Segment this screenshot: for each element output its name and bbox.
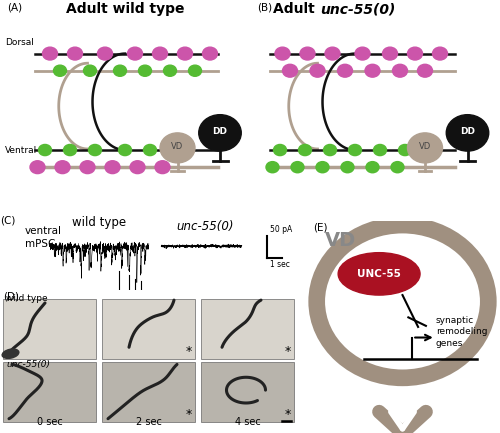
Circle shape	[366, 162, 379, 173]
FancyBboxPatch shape	[3, 299, 96, 359]
FancyBboxPatch shape	[102, 362, 195, 422]
Circle shape	[155, 161, 170, 174]
Circle shape	[446, 115, 489, 151]
Text: (A): (A)	[8, 2, 22, 12]
Circle shape	[374, 145, 386, 155]
Text: synaptic
remodeling
genes: synaptic remodeling genes	[436, 316, 487, 348]
Circle shape	[68, 47, 82, 60]
Circle shape	[348, 145, 362, 155]
Text: wild type: wild type	[72, 216, 126, 229]
Ellipse shape	[316, 225, 488, 378]
Ellipse shape	[338, 253, 420, 295]
Text: 4 sec: 4 sec	[234, 417, 260, 427]
Circle shape	[160, 133, 195, 163]
Circle shape	[382, 47, 398, 60]
Circle shape	[432, 47, 448, 60]
Circle shape	[202, 47, 218, 60]
Text: VD: VD	[324, 232, 356, 250]
Text: DD: DD	[460, 127, 475, 136]
Ellipse shape	[330, 238, 476, 365]
Text: *: *	[186, 345, 192, 358]
Text: *: *	[285, 408, 291, 421]
Text: Adult wild type: Adult wild type	[66, 2, 184, 16]
Text: *: *	[285, 345, 291, 358]
Circle shape	[199, 115, 241, 151]
Text: wild type: wild type	[6, 294, 48, 304]
Circle shape	[188, 65, 202, 76]
Circle shape	[178, 47, 192, 60]
Circle shape	[114, 65, 126, 76]
FancyBboxPatch shape	[3, 362, 96, 422]
Circle shape	[282, 64, 298, 77]
Circle shape	[325, 47, 340, 60]
Text: unc-55(0): unc-55(0)	[6, 360, 50, 369]
Text: *: *	[186, 408, 192, 421]
Text: ventral
mPSC: ventral mPSC	[25, 226, 62, 249]
Circle shape	[54, 65, 66, 76]
Text: UNC-55: UNC-55	[357, 269, 401, 279]
Circle shape	[144, 145, 156, 155]
Text: Ventral: Ventral	[5, 145, 37, 155]
Text: VD: VD	[419, 142, 431, 151]
Circle shape	[310, 64, 325, 77]
Circle shape	[274, 145, 286, 155]
Circle shape	[408, 133, 442, 163]
FancyBboxPatch shape	[201, 362, 294, 422]
Circle shape	[298, 145, 312, 155]
Circle shape	[84, 65, 96, 76]
Ellipse shape	[2, 349, 19, 359]
Circle shape	[266, 162, 279, 173]
Text: 1 sec: 1 sec	[270, 260, 289, 269]
Text: unc-55(0): unc-55(0)	[176, 220, 234, 233]
Circle shape	[300, 47, 315, 60]
Circle shape	[316, 162, 329, 173]
Circle shape	[341, 162, 354, 173]
Text: (E): (E)	[313, 223, 328, 233]
Circle shape	[118, 145, 132, 155]
Circle shape	[152, 47, 168, 60]
Text: Dorsal: Dorsal	[5, 39, 34, 47]
FancyBboxPatch shape	[201, 299, 294, 359]
Text: (B): (B)	[258, 2, 272, 12]
Circle shape	[88, 145, 102, 155]
Circle shape	[105, 161, 120, 174]
Circle shape	[64, 145, 76, 155]
Text: Adult: Adult	[274, 2, 320, 16]
FancyBboxPatch shape	[102, 299, 195, 359]
Circle shape	[391, 162, 404, 173]
Circle shape	[30, 161, 45, 174]
Text: unc-55(0): unc-55(0)	[320, 2, 396, 16]
Text: DD: DD	[212, 127, 228, 136]
Circle shape	[42, 47, 58, 60]
Text: 0 sec: 0 sec	[36, 417, 62, 427]
Text: (D): (D)	[3, 291, 19, 301]
Circle shape	[418, 64, 432, 77]
Text: 50 pA: 50 pA	[270, 225, 292, 234]
Circle shape	[275, 47, 290, 60]
Circle shape	[355, 47, 370, 60]
Circle shape	[38, 145, 52, 155]
Circle shape	[324, 145, 336, 155]
Circle shape	[138, 65, 151, 76]
Circle shape	[55, 161, 70, 174]
Circle shape	[408, 47, 422, 60]
Text: 2 sec: 2 sec	[136, 417, 162, 427]
Circle shape	[80, 161, 95, 174]
Circle shape	[98, 47, 112, 60]
Text: VD: VD	[172, 142, 183, 151]
Circle shape	[130, 161, 145, 174]
Text: (C): (C)	[0, 216, 16, 226]
Circle shape	[164, 65, 176, 76]
Circle shape	[338, 64, 352, 77]
Circle shape	[291, 162, 304, 173]
Circle shape	[365, 64, 380, 77]
Circle shape	[392, 64, 407, 77]
Circle shape	[398, 145, 411, 155]
Circle shape	[128, 47, 142, 60]
